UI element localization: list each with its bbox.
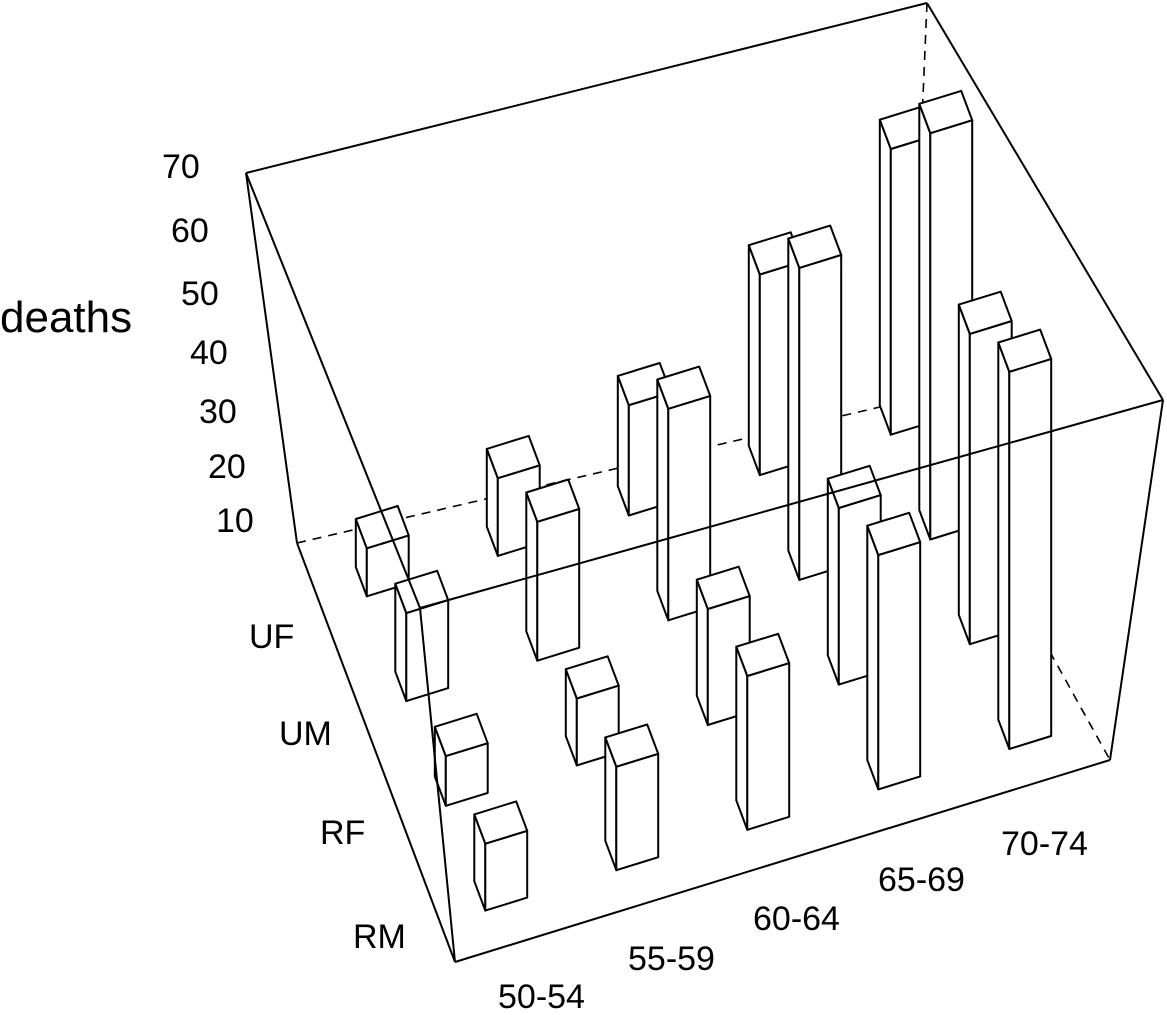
group-label: UM — [279, 715, 332, 753]
bar-top-face — [473, 800, 529, 845]
bar-side-face — [878, 118, 892, 436]
bar — [997, 328, 1053, 750]
bars-layer — [354, 89, 1053, 912]
z-tick-label: 50 — [181, 275, 219, 313]
bar-side-face — [656, 378, 670, 622]
box-edge-top-left — [245, 172, 421, 609]
bar-top-face — [433, 712, 489, 758]
bar-side-face — [787, 237, 801, 581]
box-edge-front-right-vertical — [1109, 399, 1164, 761]
z-tick-label: 70 — [162, 148, 200, 186]
bar-top-face — [918, 89, 974, 135]
z-tick-label: 10 — [216, 502, 254, 540]
bar — [473, 800, 529, 912]
bar — [866, 511, 922, 791]
bar-top-face — [866, 511, 922, 557]
bar-front-face — [615, 752, 660, 872]
box-edge-top-right — [926, 2, 1164, 401]
box-edge-back-left-vertical — [245, 172, 298, 544]
z-tick-label: 20 — [208, 448, 246, 486]
bar-top-face — [957, 290, 1013, 335]
z-tick-label: 40 — [190, 334, 228, 372]
group-axis-labels: UF UM RF RM — [249, 618, 406, 956]
z-axis-ticks: 70 60 50 40 30 20 10 — [162, 148, 254, 540]
z-axis-label: deaths — [0, 293, 132, 342]
bar-top-face — [656, 365, 712, 410]
bar-top-face — [735, 632, 791, 677]
bar-top-face — [787, 224, 843, 269]
bar-front-face — [536, 507, 581, 662]
bar-top-face — [354, 505, 410, 550]
bar-top-face — [604, 723, 660, 768]
bar-top-face — [695, 565, 751, 610]
bar-front-face — [746, 662, 791, 831]
bar — [656, 365, 712, 622]
bar-top-face — [564, 655, 620, 700]
box-edge-top-back — [245, 2, 928, 174]
age-label: 50-54 — [498, 978, 585, 1010]
bar-top-face — [997, 328, 1053, 373]
z-tick-label: 60 — [171, 212, 209, 250]
age-label: 70-74 — [1001, 825, 1088, 863]
group-label: RF — [320, 814, 365, 852]
bar — [604, 723, 660, 872]
bar-side-face — [866, 524, 880, 791]
age-label: 60-64 — [753, 900, 840, 938]
bar — [735, 632, 791, 831]
age-label: 55-59 — [628, 940, 715, 978]
bar — [564, 655, 620, 767]
bar — [394, 569, 450, 703]
box-edge-bottom-front — [454, 759, 1111, 963]
age-axis-labels: 50-54 55-59 60-64 65-69 70-74 — [498, 825, 1088, 1015]
box-edge-bottom-left — [296, 542, 456, 963]
bar-top-face — [525, 478, 581, 523]
bar-side-face — [747, 244, 761, 477]
z-tick-label: 30 — [199, 393, 237, 431]
box-visible-edges — [245, 2, 1164, 963]
group-label: UF — [249, 618, 294, 656]
group-label: RM — [353, 918, 406, 956]
age-label: 65-69 — [878, 861, 965, 899]
bar-side-face — [997, 341, 1011, 750]
bar-front-face — [877, 541, 922, 791]
bar-front-face — [1008, 357, 1053, 750]
bar-side-face — [826, 477, 840, 686]
bar-side-face — [918, 102, 932, 541]
bar — [433, 712, 489, 807]
box-edge-front-left-vertical — [419, 607, 456, 963]
box-edge-top-front — [419, 399, 1164, 609]
bar-side-face — [957, 303, 971, 646]
bar-top-face — [485, 434, 541, 480]
